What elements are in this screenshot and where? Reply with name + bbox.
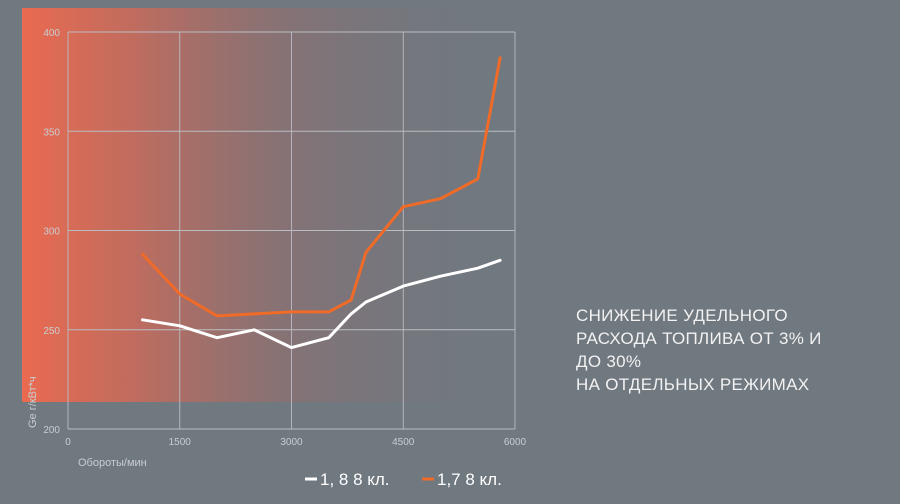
chart-gradient-background [22,8,522,402]
tagline: СНИЖЕНИЕ УДЕЛЬНОГО РАСХОДА ТОПЛИВА ОТ 3%… [576,304,886,396]
x-tick-label: 6000 [504,437,527,448]
tagline-line-2: РАСХОДА ТОПЛИВА ОТ 3% И [576,329,822,348]
legend: 1, 8 8 кл. 1,7 8 кл. [305,470,502,489]
x-tick-label: 0 [65,437,71,448]
tagline-line-1: СНИЖЕНИЕ УДЕЛЬНОГО [576,306,788,325]
axis-ticks: 200 250 300 350 400 0 1500 3000 4500 6000 [43,28,526,448]
x-tick-label: 4500 [392,437,415,448]
y-tick-label: 200 [43,425,60,436]
series [141,56,502,350]
legend-label-2: 1,7 8 кл. [437,470,502,489]
x-axis-title: Обороты/мин [78,457,147,469]
y-tick-label: 300 [43,227,60,238]
x-tick-label: 3000 [280,437,303,448]
series-line-1 [141,258,502,350]
y-tick-label: 250 [43,326,60,337]
series-line-2 [141,56,502,318]
legend-label-1: 1, 8 8 кл. [320,470,390,489]
y-axis-title: Ge г/кВт*ч [27,376,39,428]
y-tick-label: 400 [43,28,60,39]
grid [67,31,516,430]
tagline-line-4: НА ОТДЕЛЬНЫХ РЕЖИМАХ [576,375,810,394]
x-tick-label: 1500 [169,437,192,448]
y-tick-label: 350 [43,127,60,138]
tagline-line-3: ДО 30% [576,352,642,371]
